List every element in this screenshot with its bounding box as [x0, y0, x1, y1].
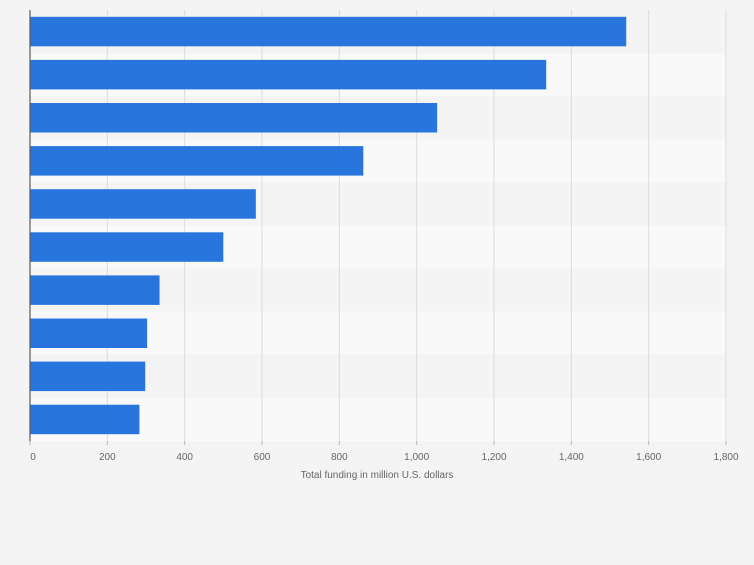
x-tick-label: 1,200 — [481, 452, 506, 463]
x-tick-label: 800 — [331, 452, 348, 463]
bar — [30, 59, 547, 90]
bar — [30, 103, 438, 133]
bars — [30, 16, 627, 435]
bar — [30, 361, 146, 392]
bar — [30, 146, 364, 176]
x-tick-label: 600 — [254, 452, 271, 463]
x-tick-label: 1,800 — [713, 452, 738, 463]
x-tick-labels: 0 200 400 600 800 1,000 1,200 1,400 1,600 1,800 — [29, 441, 739, 463]
bar — [30, 404, 140, 435]
x-tick-label: 0 — [30, 452, 36, 463]
x-tick-label: 1,400 — [559, 452, 584, 463]
x-tick-label: 1,000 — [404, 452, 429, 463]
x-tick-label: 400 — [176, 452, 193, 463]
bar — [30, 232, 224, 262]
bar — [30, 275, 160, 305]
row-band — [30, 354, 726, 398]
bar — [30, 318, 148, 348]
bar — [30, 16, 627, 47]
x-axis-label: Total funding in million U.S. dollars — [301, 470, 454, 481]
x-tick-label: 200 — [99, 452, 116, 463]
x-tick-label: 1,600 — [636, 452, 661, 463]
row-band — [30, 397, 726, 441]
bar — [30, 189, 256, 219]
